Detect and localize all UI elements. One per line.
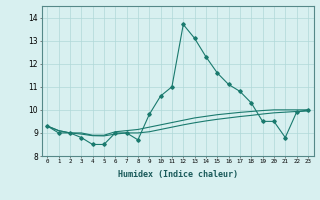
X-axis label: Humidex (Indice chaleur): Humidex (Indice chaleur) [118, 170, 237, 179]
